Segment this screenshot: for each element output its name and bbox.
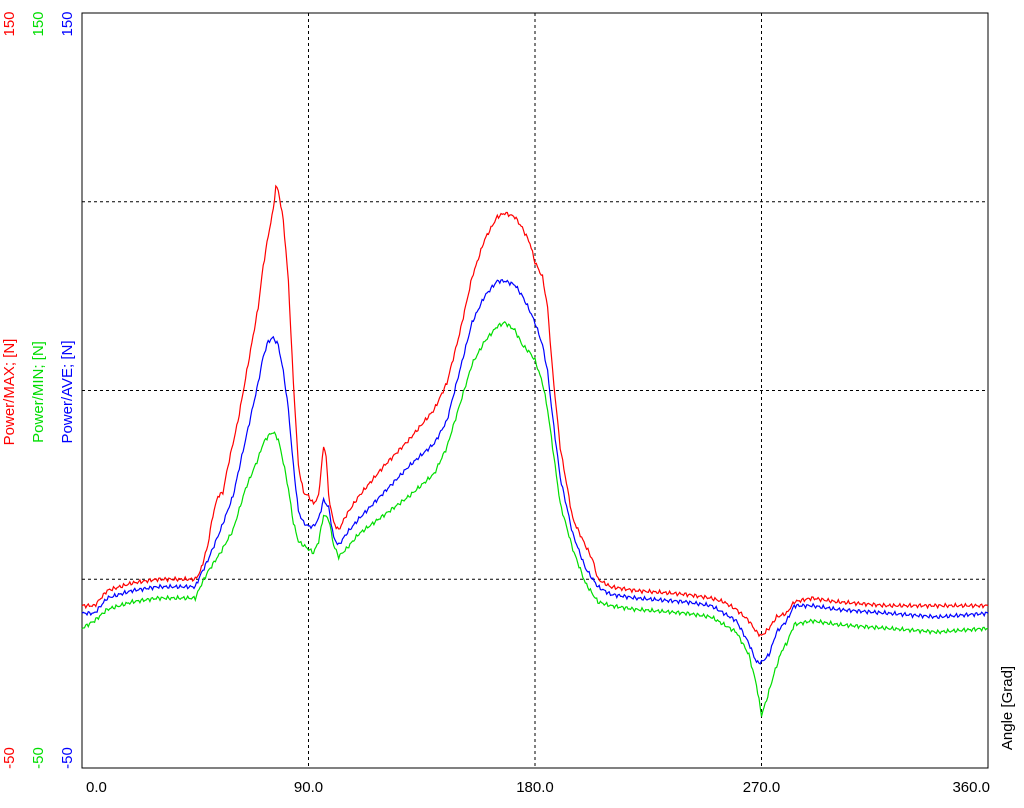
grid-lines	[82, 12, 989, 768]
y-top-tick-min: 150	[30, 11, 47, 36]
series-lines	[81, 184, 989, 717]
y-bottom-tick-min: -50	[30, 747, 47, 769]
y-bottom-tick-ave: -50	[59, 747, 76, 769]
series-line-ave	[81, 279, 989, 665]
x-tick-label: 0.0	[86, 779, 107, 796]
y-axis-label-max: Power/MAX; [N]	[1, 339, 18, 446]
x-tick-label: 270.0	[743, 779, 781, 796]
x-tick-label: 90.0	[294, 779, 323, 796]
plot-frame	[81, 12, 989, 769]
y-bottom-tick-max: -50	[1, 747, 18, 769]
y-top-tick-ave: 150	[59, 11, 76, 36]
x-tick-label: 360.0	[952, 779, 990, 796]
x-axis-label: Angle [Grad]	[999, 666, 1016, 750]
y-top-tick-max: 150	[1, 11, 18, 36]
y-axis-label-min: Power/MIN; [N]	[30, 341, 47, 443]
x-tick-labels: 0.0 90.0 180.0 270.0 360.0	[86, 779, 990, 796]
series-line-max	[81, 184, 989, 638]
series-line-min	[81, 320, 989, 717]
y-axis-label-ave: Power/AVE; [N]	[59, 340, 76, 443]
x-tick-label: 180.0	[516, 779, 554, 796]
